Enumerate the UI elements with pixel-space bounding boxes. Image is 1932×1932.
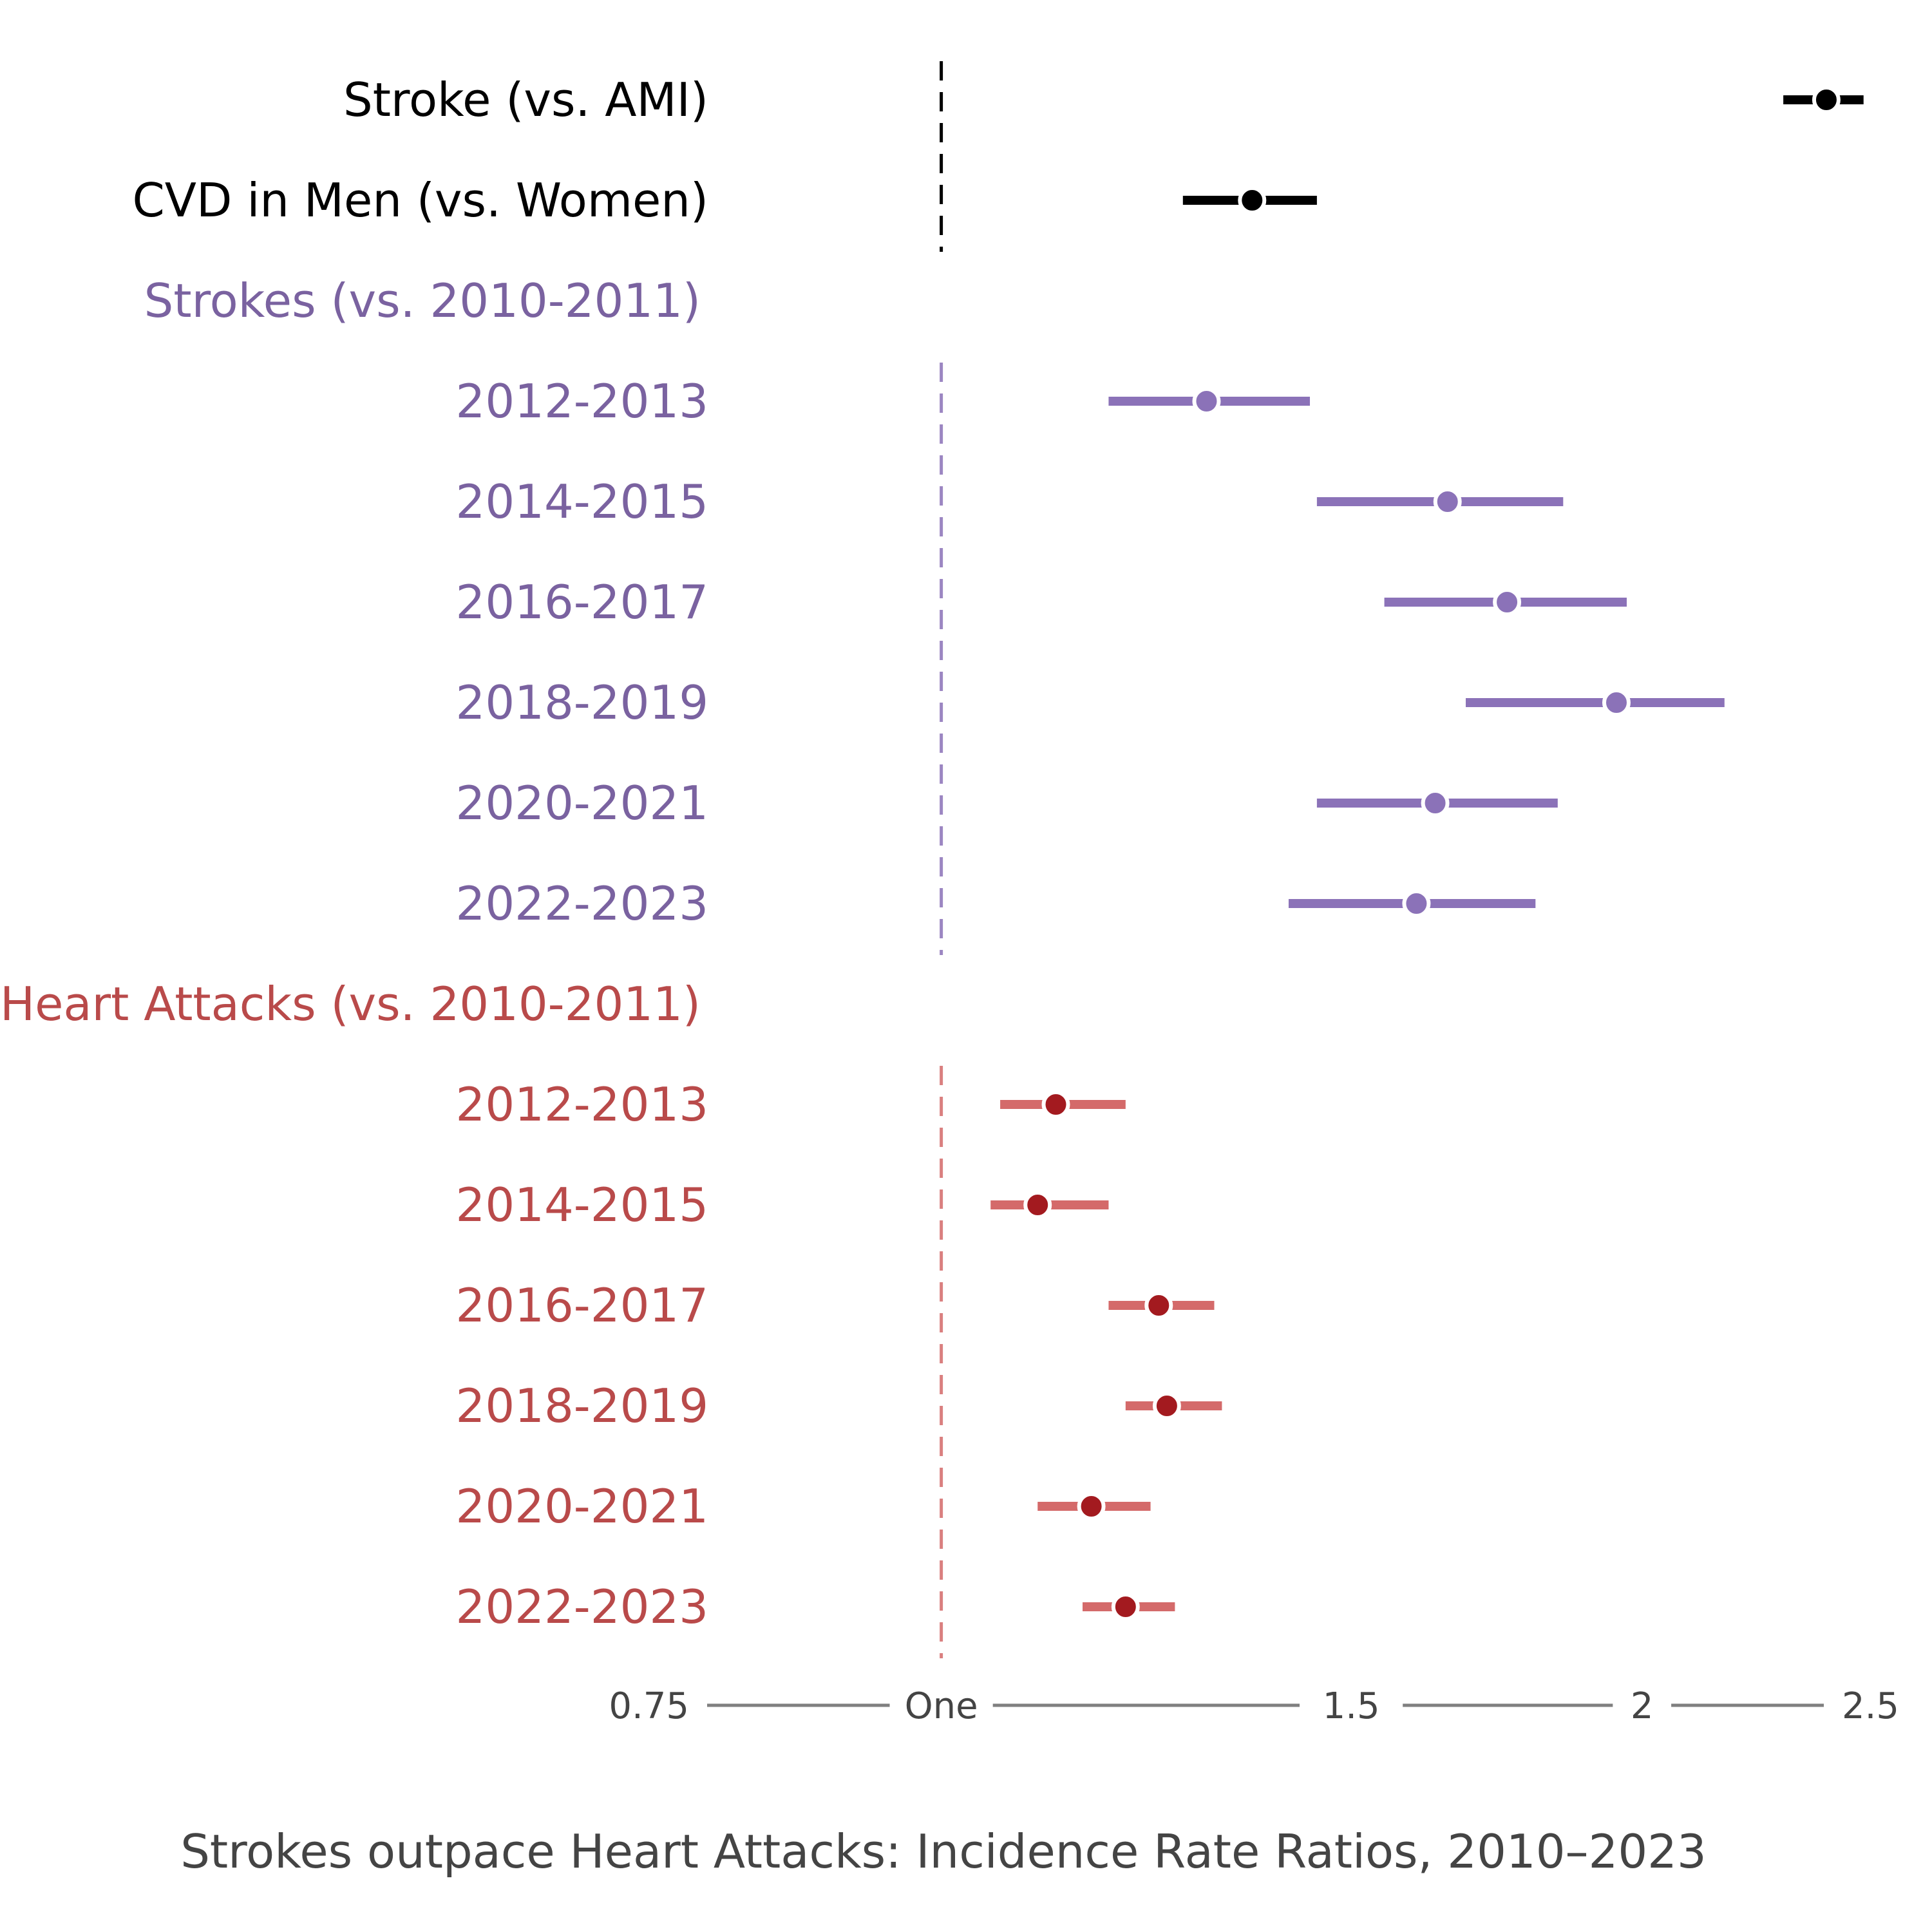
- estimate-point-strokes-5: [1402, 889, 1431, 918]
- x-tick-label-3: 2: [1631, 1685, 1654, 1727]
- estimate-point-heart_attacks-5: [1111, 1593, 1140, 1621]
- x-tick-label-4: 2.5: [1842, 1685, 1899, 1727]
- row-label-strokes-2: 2016-2017: [456, 575, 708, 629]
- estimate-point-strokes-0: [1192, 387, 1221, 415]
- x-axis: 0.75 One 1.5 2 2.5: [609, 1685, 1899, 1727]
- row-label-strokes-3: 2018-2019: [456, 676, 708, 730]
- x-tick-label-1: One: [905, 1685, 978, 1727]
- estimate-point-heart_attacks-4: [1077, 1492, 1106, 1520]
- row-label-heart_attacks-5: 2022-2023: [456, 1580, 708, 1634]
- row-label-heart_attacks-0: 2012-2013: [456, 1077, 708, 1132]
- estimate-point-strokes-4: [1421, 789, 1450, 817]
- estimate-point-strokes-3: [1602, 688, 1631, 717]
- row-label-heart_attacks-1: 2014-2015: [456, 1178, 708, 1232]
- row-label-heart_attacks-4: 2020-2021: [456, 1479, 708, 1533]
- estimate-point-strokes-2: [1493, 588, 1522, 616]
- x-tick-label-2: 1.5: [1323, 1685, 1380, 1727]
- group-header-strokes: Strokes (vs. 2010-2011): [144, 274, 701, 328]
- row-label-overall-1: CVD in Men (vs. Women): [133, 173, 708, 227]
- row-labels: Stroke (vs. AMI) CVD in Men (vs. Women) St…: [0, 73, 708, 1634]
- estimate-point-heart_attacks-1: [1023, 1191, 1052, 1219]
- estimate-point-strokes-1: [1433, 488, 1462, 516]
- row-label-heart_attacks-3: 2018-2019: [456, 1379, 708, 1433]
- x-tick-label-0: 0.75: [609, 1685, 689, 1727]
- row-label-strokes-0: 2012-2013: [456, 374, 708, 428]
- estimate-point-heart_attacks-0: [1041, 1090, 1070, 1119]
- plot-rows: [990, 86, 1864, 1621]
- group-header-heart_attacks: Heart Attacks (vs. 2010-2011): [0, 977, 701, 1031]
- estimate-point-overall-1: [1238, 186, 1267, 214]
- chart-caption: Strokes outpace Heart Attacks: Incidence…: [180, 1824, 1707, 1879]
- row-label-overall-0: Stroke (vs. AMI): [343, 73, 708, 127]
- estimate-point-overall-0: [1812, 86, 1841, 114]
- row-label-strokes-1: 2014-2015: [456, 475, 708, 529]
- estimate-point-heart_attacks-3: [1152, 1392, 1181, 1420]
- row-label-strokes-5: 2022-2023: [456, 876, 708, 931]
- row-label-heart_attacks-2: 2016-2017: [456, 1278, 708, 1332]
- estimate-point-heart_attacks-2: [1144, 1291, 1173, 1320]
- row-label-strokes-4: 2020-2021: [456, 776, 708, 830]
